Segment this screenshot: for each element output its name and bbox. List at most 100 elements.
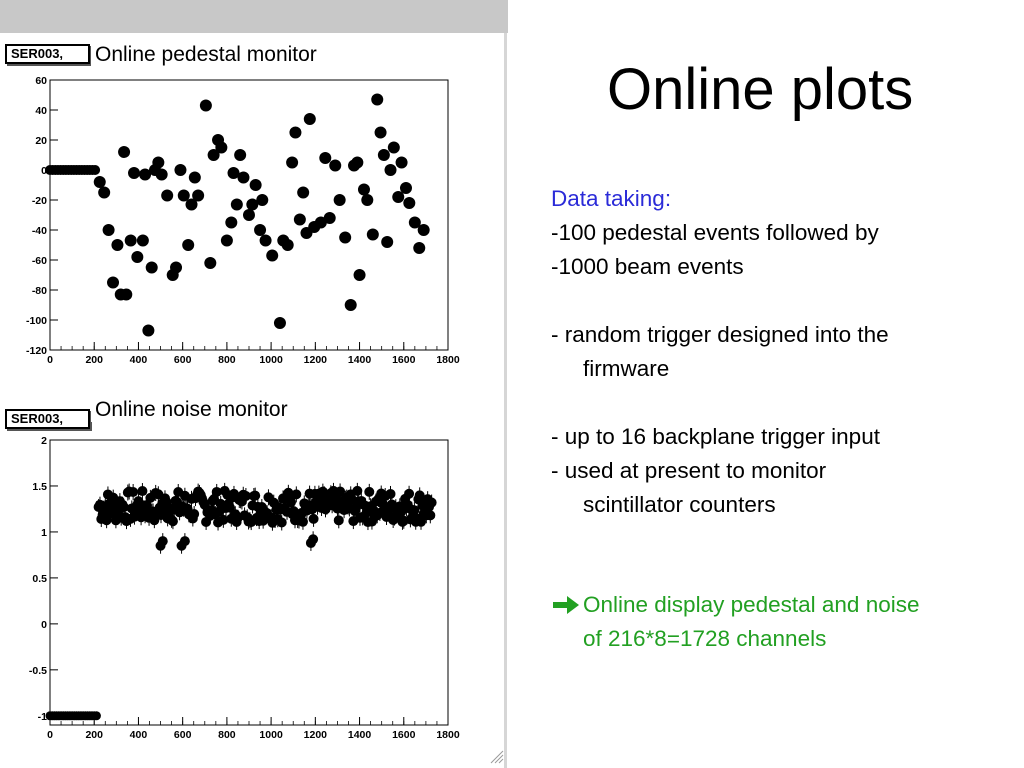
x-tick-label: 1200 — [304, 354, 328, 366]
resize-grip-icon[interactable] — [488, 748, 504, 764]
y-tick-label: -0.5 — [29, 665, 47, 677]
y-tick-label: 0 — [41, 619, 47, 631]
data-point — [139, 168, 152, 181]
bullet-beam-events: -1000 beam events — [551, 254, 744, 279]
data-point — [128, 167, 141, 179]
data-point — [352, 485, 363, 496]
y-tick-label: -20 — [32, 195, 47, 207]
x-tick-label: 1600 — [392, 354, 416, 366]
y-tick-label: -60 — [32, 255, 47, 267]
data-point — [417, 224, 430, 236]
data-point — [240, 491, 251, 502]
data-point — [333, 515, 344, 526]
data-point — [361, 194, 374, 206]
data-point — [308, 534, 319, 545]
pedestal-plot: 0 200 400 600 800 1000 1200 1400 1600 18006040200… — [26, 75, 460, 366]
y-tick-label: 1 — [41, 527, 47, 539]
data-point — [286, 156, 299, 169]
data-point — [319, 152, 332, 164]
x-tick-label: 600 — [174, 354, 192, 366]
data-point — [199, 99, 212, 112]
y-tick-label: 0 — [41, 165, 47, 177]
canvas-toolbar — [0, 0, 508, 33]
data-point — [351, 156, 364, 169]
data-point — [399, 182, 412, 194]
data-point — [323, 212, 336, 224]
data-point — [215, 141, 228, 154]
data-point — [120, 288, 133, 301]
bullet-random-trigger-cont: firmware — [583, 356, 670, 381]
x-tick-label: 1400 — [348, 354, 372, 366]
data-point — [303, 113, 316, 125]
plot-canvas-panel: 0 200 400 600 800 1000 1200 1400 1600 1800 60 40 20 0… — [0, 0, 508, 768]
data-point — [107, 276, 120, 289]
data-point — [145, 261, 158, 274]
x-tick-label: 600 — [174, 729, 192, 741]
data-point — [177, 189, 190, 202]
data-point — [174, 164, 187, 176]
x-tick-label: 1000 — [259, 354, 283, 366]
data-point — [366, 228, 379, 241]
data-point — [137, 486, 148, 497]
x-tick-label: 1000 — [259, 729, 283, 741]
data-point — [395, 156, 408, 169]
data-point — [266, 249, 279, 262]
data-point — [256, 194, 269, 206]
data-point — [131, 251, 144, 263]
data-point — [234, 149, 247, 161]
canvas-border — [504, 33, 507, 768]
noise-plot-title: Online noise monitor — [91, 398, 292, 422]
data-point — [179, 536, 190, 547]
y-tick-label: -120 — [26, 345, 47, 357]
x-tick-label: 1800 — [436, 729, 460, 741]
y-tick-label: 1.5 — [32, 481, 47, 493]
y-tick-label: 40 — [35, 105, 47, 117]
data-point — [211, 486, 222, 497]
data-point — [237, 171, 250, 184]
noise-plot-tag[interactable]: SER003, — [5, 409, 90, 429]
data-point — [118, 502, 129, 513]
x-tick-label: 1200 — [304, 729, 328, 741]
bullet-monitor-cont: scintillator counters — [583, 492, 776, 517]
pedestal-plot-tag[interactable]: SER003, — [5, 44, 90, 64]
data-point — [289, 126, 302, 139]
y-tick-label: 60 — [35, 75, 47, 87]
data-point — [185, 198, 198, 211]
data-point — [249, 179, 262, 191]
data-point — [220, 234, 233, 247]
data-point — [157, 536, 168, 547]
bullet-pedestal-events: -100 pedestal events followed by — [551, 220, 879, 245]
data-point — [207, 149, 220, 161]
data-point — [118, 146, 131, 158]
data-point — [167, 516, 178, 527]
data-point — [225, 216, 238, 229]
right-arrow-icon — [553, 596, 579, 614]
data-point — [385, 488, 396, 499]
data-point — [384, 164, 397, 176]
data-point — [291, 489, 302, 500]
data-point — [90, 165, 101, 175]
slide-title: Online plots — [607, 57, 914, 122]
data-point — [259, 234, 272, 247]
data-point — [297, 516, 308, 527]
data-point — [98, 186, 111, 199]
y-tick-label: -100 — [26, 315, 47, 327]
data-point — [182, 239, 195, 251]
data-point — [218, 514, 229, 525]
y-tick-label: -1 — [38, 711, 47, 723]
data-point — [425, 510, 436, 521]
conclusion-line-cont: of 216*8=1728 channels — [583, 626, 827, 651]
data-point — [288, 506, 299, 517]
data-point — [333, 194, 346, 206]
data-point — [243, 209, 255, 221]
data-point — [344, 299, 357, 311]
data-point — [314, 216, 327, 229]
data-point — [392, 191, 405, 203]
plot-frame — [49, 439, 449, 726]
data-point — [404, 488, 415, 499]
data-point — [230, 198, 243, 211]
data-point — [91, 711, 101, 721]
data-point — [403, 197, 416, 209]
data-point — [281, 239, 294, 251]
x-tick-label: 400 — [130, 729, 148, 741]
